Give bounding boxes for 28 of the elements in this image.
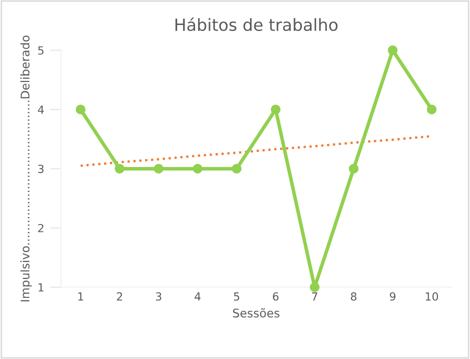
point <box>388 45 398 56</box>
y-tick-label: 1 <box>38 283 44 292</box>
x-tick-label: 4 <box>194 292 201 301</box>
point <box>270 104 281 114</box>
point <box>154 164 164 174</box>
x-tick-label: 3 <box>156 292 162 301</box>
x-tick-label: 1 <box>78 292 84 301</box>
x-tick-label: 6 <box>272 292 278 301</box>
point <box>232 164 242 174</box>
y-tick-label: 3 <box>38 164 44 174</box>
chart-title: Hábitos de trabalho <box>175 17 338 32</box>
y-tick-label: 5 <box>38 46 44 55</box>
x-tick-label: 5 <box>234 292 240 301</box>
point <box>192 164 202 174</box>
x-tick-label: 2 <box>116 292 122 301</box>
point <box>426 104 437 114</box>
point <box>76 104 86 114</box>
x-tick-label: 9 <box>390 292 396 301</box>
y-axis-title: Impulsivo.......................................Deliberado <box>20 36 32 302</box>
y-tick-label: 2 <box>38 224 44 232</box>
point <box>310 282 320 292</box>
x-tick-label: 10 <box>426 292 438 301</box>
point <box>348 164 359 174</box>
x-axis-title: Sessões <box>233 308 280 318</box>
y-tick-label: 4 <box>38 106 44 114</box>
x-tick-label: 7 <box>312 292 318 301</box>
x-tick-label: 8 <box>350 292 356 301</box>
point <box>114 164 124 174</box>
